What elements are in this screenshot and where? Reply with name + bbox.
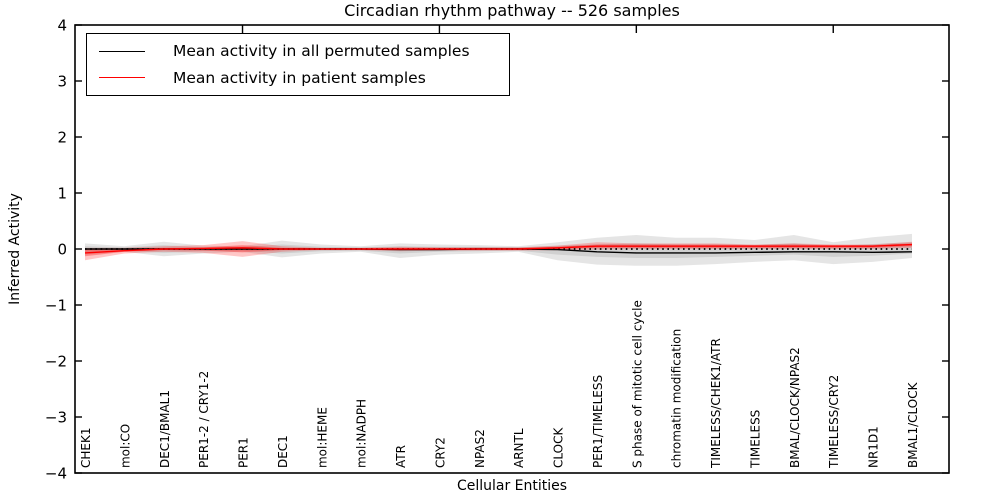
y-tick-label: 3 [57,73,67,91]
legend-label-patient: Mean activity in patient samples [173,68,426,87]
entity-label: chromatin modification [670,329,684,468]
entity-label: PER1/TIMELESS [591,375,605,468]
entity-label: CRY2 [433,437,447,468]
y-tick-label: 0 [57,241,67,259]
y-tick-label: −2 [45,353,67,371]
entity-label: TIMELESS [748,410,762,469]
entity-label: S phase of mitotic cell cycle [630,300,644,468]
x-axis-label: Cellular Entities [456,478,568,494]
entity-label: mol:CO [118,424,132,468]
legend-label-permuted: Mean activity in all permuted samples [173,42,470,61]
entity-label: DEC1/BMAL1 [158,390,172,468]
y-tick-label: −3 [45,409,67,427]
entity-label: PER1 [237,437,251,468]
entity-label: BMAL1/CLOCK [906,381,920,468]
legend-entry-permuted: Mean activity in all permuted samples [99,42,509,60]
patient-mean-line [84,243,913,254]
entity-label: CHEK1 [79,428,93,469]
entity-label: mol:HEME [315,407,329,468]
entity-label: NR1D1 [867,426,881,468]
y-axis-label: Inferred Activity [7,193,23,305]
entity-label: ARNTL [512,428,526,468]
entity-label: DEC1 [276,435,290,468]
entity-label: NPAS2 [473,429,487,468]
entity-label: TIMELESS/CRY2 [827,375,841,469]
entity-label: ATR [394,445,408,468]
entity-label: TIMELESS/CHEK1/ATR [709,338,723,469]
permuted-band-outer [85,233,912,266]
legend-entry-patient: Mean activity in patient samples [99,69,509,87]
entity-label: CLOCK [552,427,566,468]
y-tick-label: 4 [57,17,67,35]
y-tick-label: −4 [45,465,67,483]
entity-label: PER1-2 / CRY1-2 [197,371,211,468]
patient-line-sample [99,77,145,79]
chart-title: Circadian rhythm pathway -- 526 samples [344,1,680,20]
permuted-line-sample [99,50,145,52]
entity-label: mol:NADPH [355,399,369,468]
entity-label: BMAL/CLOCK/NPAS2 [788,347,802,468]
y-tick-label: −1 [45,297,67,315]
legend: Mean activity in all permuted samples Me… [86,33,510,96]
y-tick-label: 1 [57,185,67,203]
y-tick-label: 2 [57,129,67,147]
